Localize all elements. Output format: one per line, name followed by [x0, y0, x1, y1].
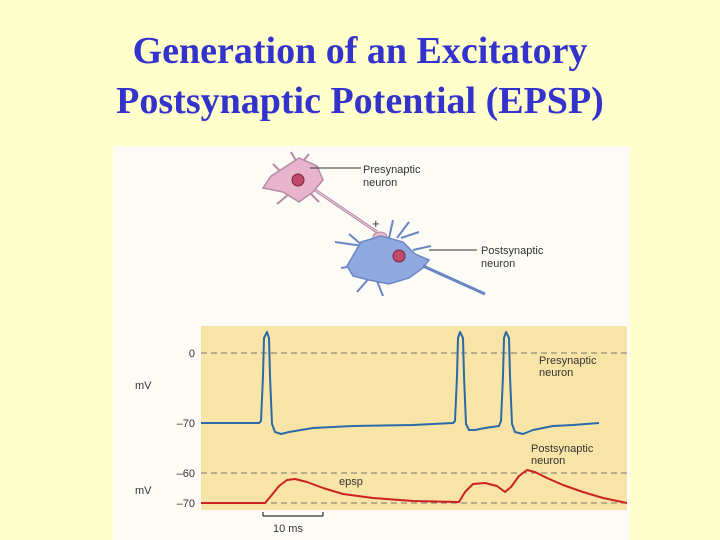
postsynaptic-trace-label-2: neuron	[531, 455, 565, 467]
lower-tick-minus60: –60	[177, 468, 195, 480]
presynaptic-schematic-label-2: neuron	[363, 177, 397, 189]
lower-tick-minus70: –70	[177, 498, 195, 510]
presynaptic-trace	[201, 331, 600, 435]
graph-panel	[201, 326, 627, 510]
postsynaptic-schematic-label-1: Postsynaptic	[481, 245, 544, 257]
title-line-1: Generation of an Excitatory	[132, 30, 588, 72]
postsynaptic-trace	[201, 469, 628, 504]
slide-title: Generation of an Excitatory Postsynaptic…	[0, 26, 720, 126]
postsynaptic-neuron-drawing	[334, 219, 486, 297]
time-scale-bar-label: 10 ms	[273, 523, 303, 535]
presynaptic-neuron-drawing	[261, 151, 388, 243]
epsp-label: epsp	[339, 476, 363, 488]
epsp-figure-svg: + Presynaptic neuron Postsynaptic neuron…	[135, 151, 628, 535]
lower-unit-label: mV	[135, 485, 152, 497]
time-scale-bar	[262, 512, 324, 517]
upper-tick-0: 0	[189, 348, 195, 360]
epsp-figure: + Presynaptic neuron Postsynaptic neuron…	[113, 146, 630, 540]
presynaptic-schematic-label-1: Presynaptic	[363, 164, 421, 176]
presynaptic-trace-label-2: neuron	[539, 367, 573, 379]
postsynaptic-trace-label-1: Postsynaptic	[531, 443, 594, 455]
synapse-plus-sign: +	[372, 216, 380, 231]
upper-unit-label: mV	[135, 380, 152, 392]
presynaptic-trace-label-1: Presynaptic	[539, 355, 597, 367]
postsynaptic-schematic-label-2: neuron	[481, 258, 515, 270]
upper-tick-minus70: –70	[177, 418, 195, 430]
title-line-2: Postsynaptic Potential (EPSP)	[116, 80, 604, 122]
